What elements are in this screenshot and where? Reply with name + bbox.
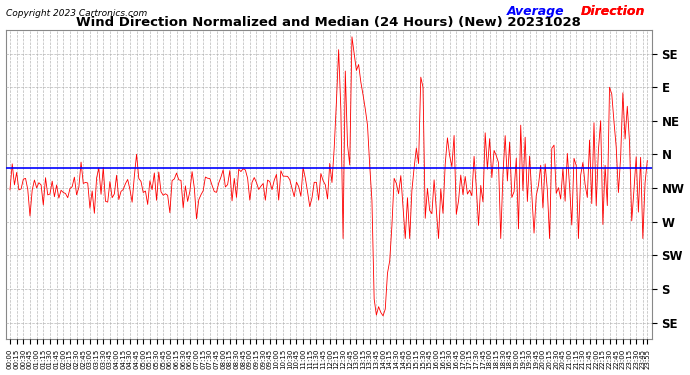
Text: Direction: Direction bbox=[581, 5, 645, 18]
Text: Average: Average bbox=[507, 5, 569, 18]
Title: Wind Direction Normalized and Median (24 Hours) (New) 20231028: Wind Direction Normalized and Median (24… bbox=[76, 16, 581, 29]
Text: Copyright 2023 Cartronics.com: Copyright 2023 Cartronics.com bbox=[6, 9, 147, 18]
Text: Direction: Direction bbox=[580, 5, 644, 18]
